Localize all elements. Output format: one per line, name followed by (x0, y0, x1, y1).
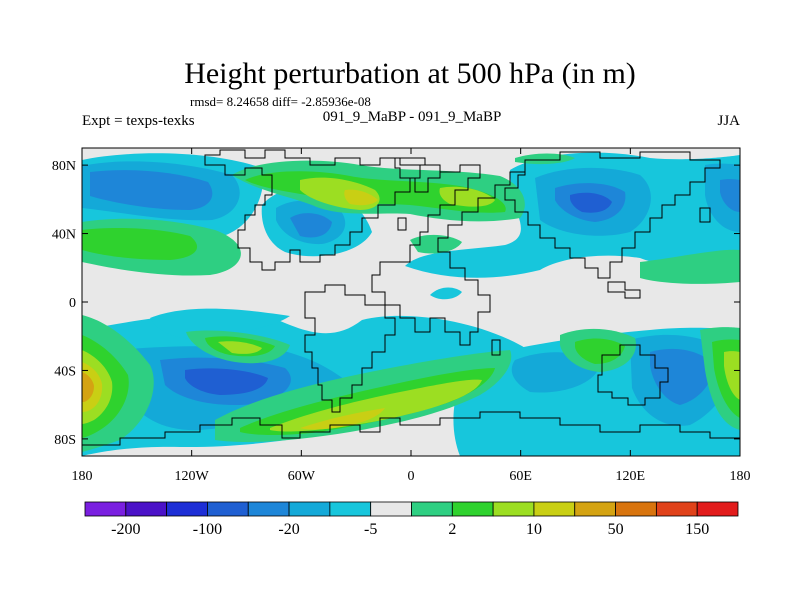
colorbar-swatch (574, 501, 616, 517)
coastline-australia (597, 344, 669, 406)
band-path (724, 351, 740, 400)
colorbar-swatch (329, 501, 372, 517)
map-panel (81, 147, 741, 457)
band-path (290, 213, 332, 238)
colorbar-swatch (207, 501, 249, 517)
map-axes: 180 120W 60W 0 60E 120E 180 80N 40N 0 40S 80S (52, 148, 751, 484)
colorbar-swatch (247, 501, 290, 517)
stats-label: rmsd= 8.24658 diff= -2.85936e-08 (190, 94, 371, 109)
band-path (344, 189, 378, 206)
band-path (575, 338, 625, 364)
coastline-asia (504, 151, 721, 279)
colorbar-swatch (411, 501, 453, 517)
lon-tick-label: 60E (509, 469, 532, 484)
band-path (82, 228, 198, 260)
lon-tick-label: 0 (408, 469, 415, 484)
contour-band-gt-50 (82, 372, 94, 402)
colorbar-swatch (84, 501, 127, 517)
lon-tick-label: 180 (72, 469, 93, 484)
coastline-indonesia (607, 281, 641, 299)
season-label: JJA (717, 113, 740, 129)
colorbar-swatch (125, 501, 168, 517)
colorbar-swatch (288, 501, 331, 517)
band-path (439, 186, 495, 207)
band-path (150, 308, 290, 339)
comparison-label: 091_9_MaBP - 091_9_MaBP (323, 109, 502, 125)
colorbar-label: 150 (685, 521, 709, 538)
band-path (650, 348, 715, 405)
colorbar-label: -20 (278, 521, 299, 538)
contour-field (82, 152, 740, 456)
colorbar-label: -5 (364, 521, 377, 538)
coastline-japan (699, 207, 711, 223)
lon-tick-label: 180 (730, 469, 751, 484)
colorbar-label: 50 (608, 521, 624, 538)
colorbar-swatch (696, 501, 739, 517)
colorbar-swatch (451, 501, 494, 517)
colorbar-swatch (370, 501, 412, 517)
contour-band-lt-neg-50 (185, 192, 612, 395)
band-path (90, 170, 213, 210)
band-path (218, 341, 262, 354)
colorbar: -200 -100 -20 -5 2 10 50 150 (84, 501, 739, 538)
coastline-europe-africa (371, 160, 526, 346)
coastline-madagascar (491, 339, 501, 356)
lon-tick-label: 60W (288, 469, 316, 484)
band-path (430, 287, 462, 300)
colorbar-label: 2 (448, 521, 456, 538)
band-path (640, 249, 740, 284)
colorbar-label: -200 (111, 521, 140, 538)
plot-title: Height perturbation at 500 hPa (in m) (184, 57, 636, 90)
coastline-uk (397, 217, 407, 231)
lat-tick-label: 0 (69, 296, 76, 311)
band-path (720, 179, 740, 212)
band-path (410, 234, 462, 254)
experiment-label: Expt = texps-texks (82, 113, 195, 129)
colorbar-swatch (615, 501, 657, 517)
coastline-south-america (304, 284, 396, 413)
lat-tick-label: 80N (52, 159, 76, 174)
coastline-north-america (204, 149, 421, 271)
colorbar-swatch (533, 501, 576, 517)
colorbar-swatch (655, 501, 698, 517)
band-path (185, 368, 268, 395)
colorbar-label: -100 (193, 521, 222, 538)
coastlines (82, 149, 740, 446)
lat-tick-label: 40S (54, 364, 76, 379)
lon-tick-label: 120W (175, 469, 210, 484)
band-path (82, 372, 94, 402)
lat-tick-label: 40N (52, 228, 76, 243)
band-path (270, 379, 482, 432)
colorbar-label: 10 (526, 521, 542, 538)
lon-tick-label: 120E (616, 469, 646, 484)
lat-tick-label: 80S (54, 433, 76, 448)
band-path (300, 408, 385, 430)
band-path (570, 192, 612, 213)
coastline-antarctica (82, 411, 740, 446)
colorbar-swatch (166, 501, 208, 517)
coastline-greenland (394, 157, 441, 193)
colorbar-swatch (492, 501, 535, 517)
